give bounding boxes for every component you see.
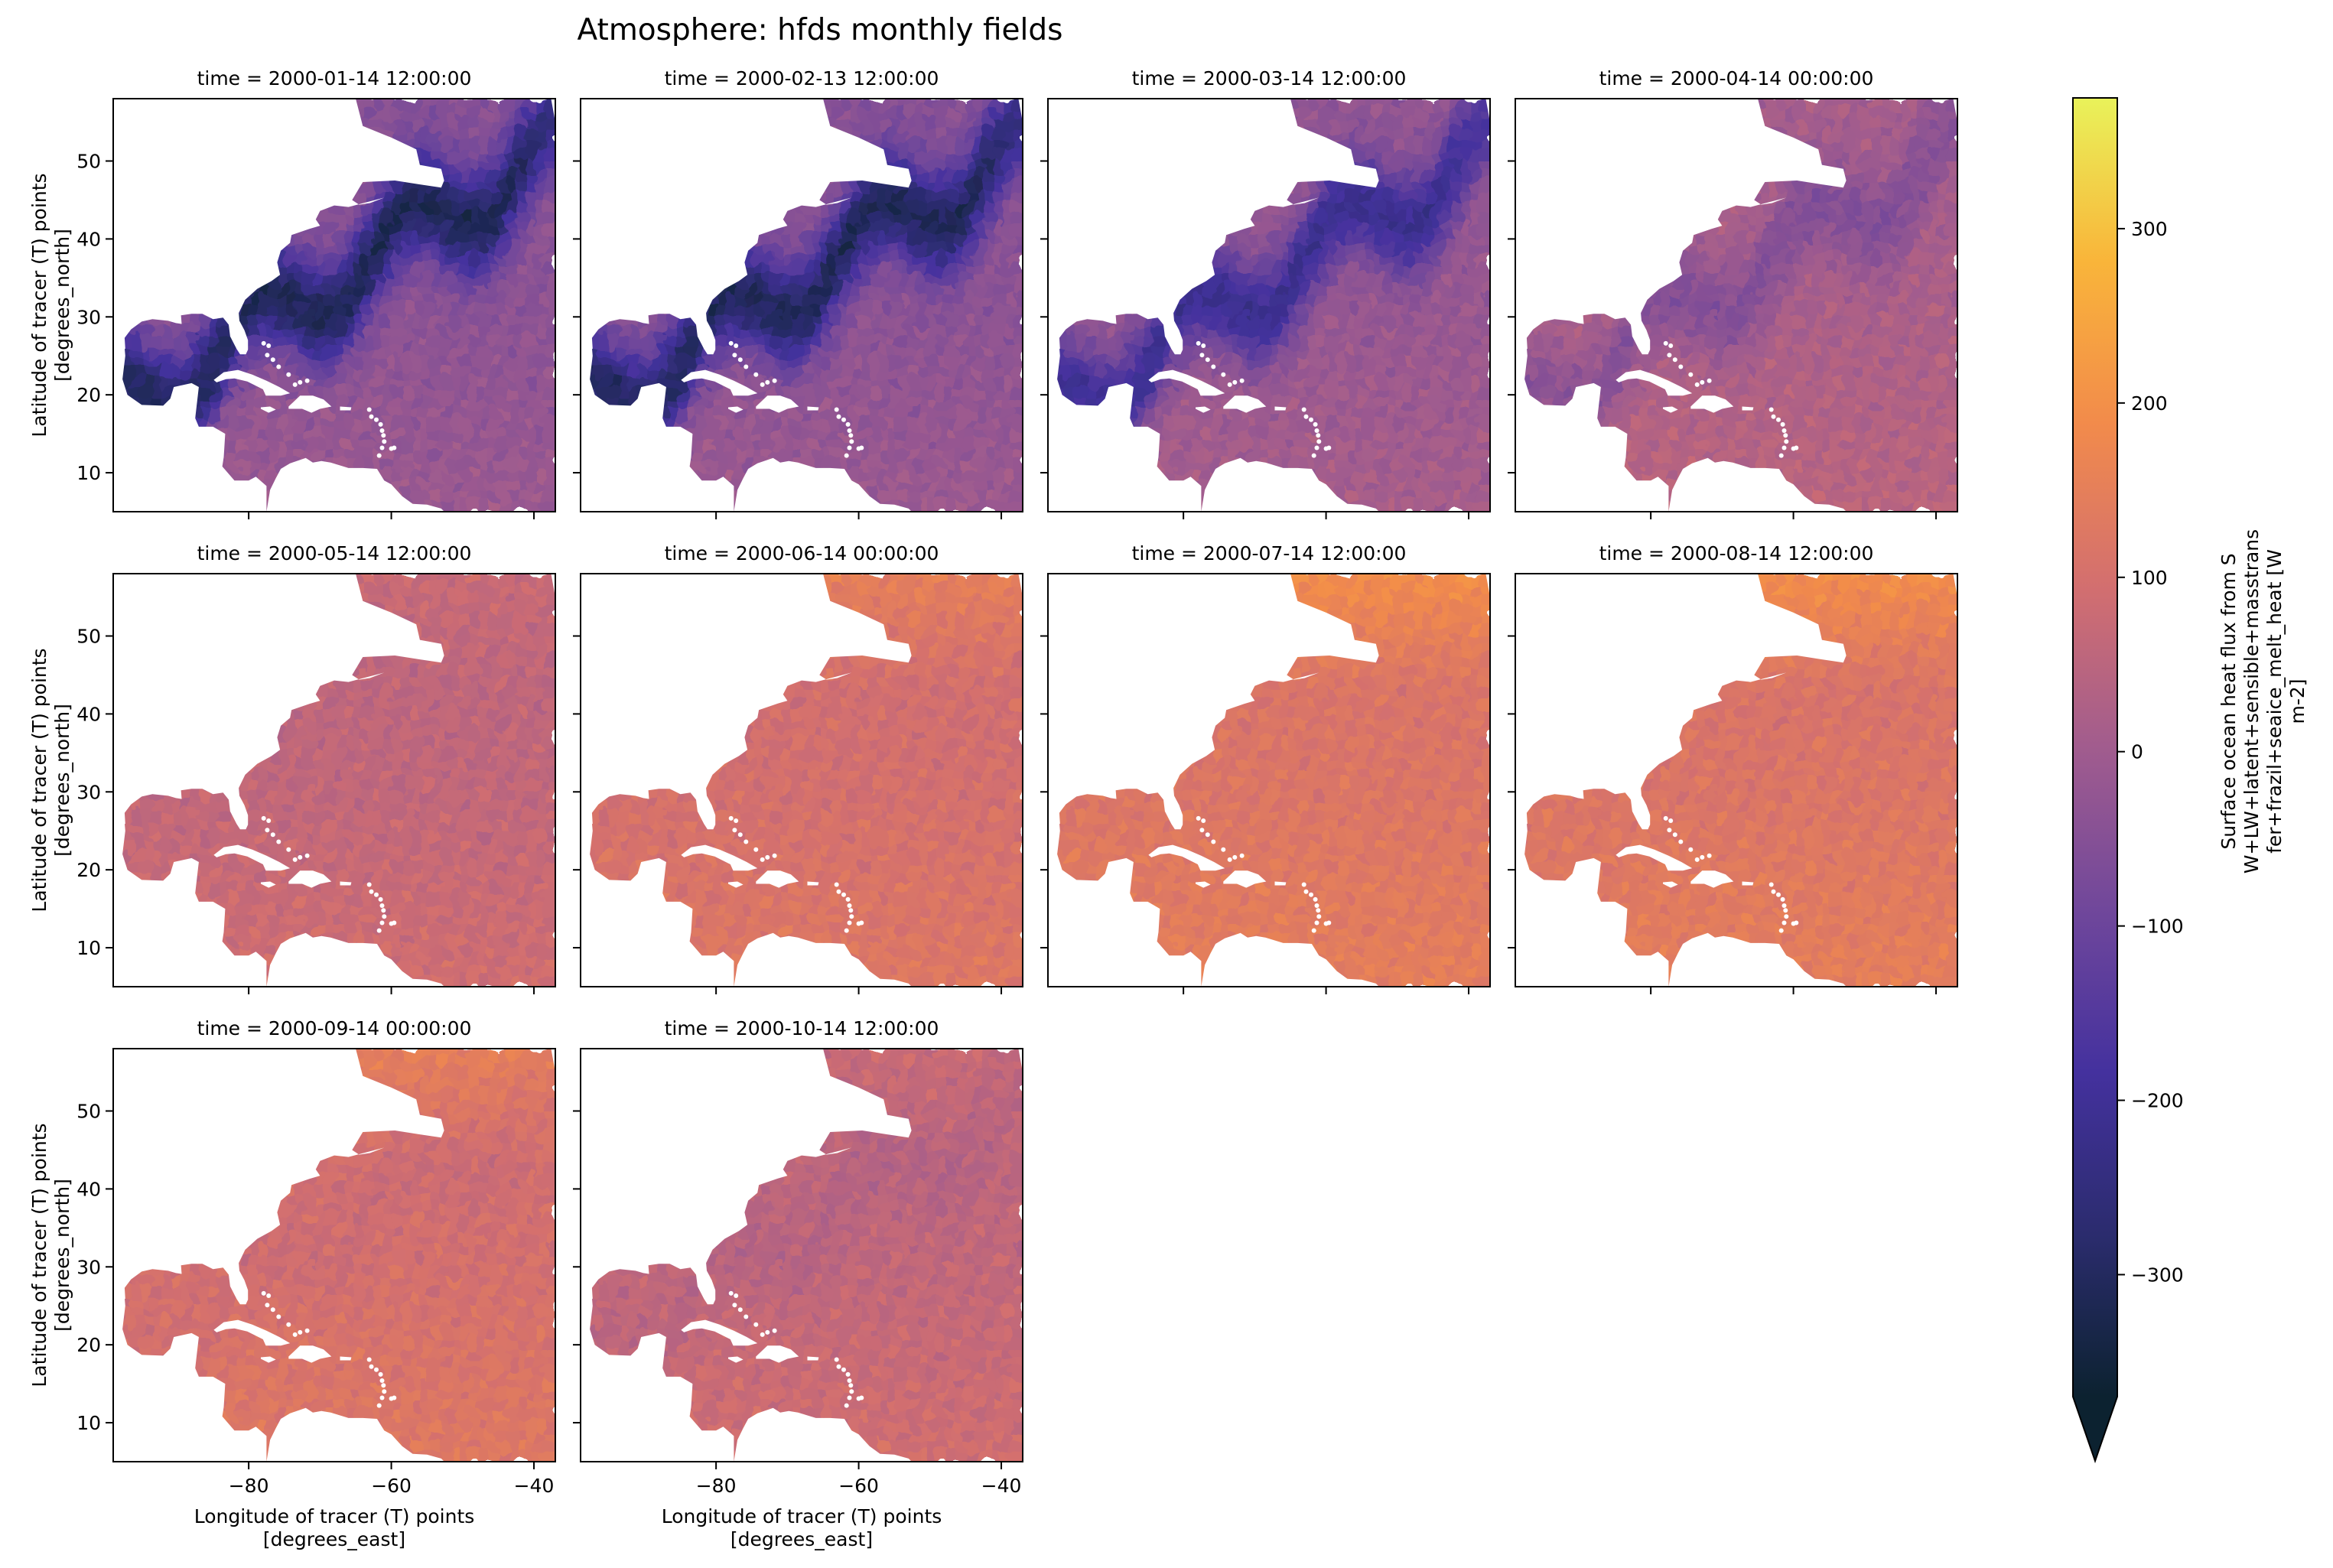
- y-tick-label: 20: [76, 384, 101, 406]
- x-tick-label: −80: [696, 1475, 737, 1497]
- panel-frame: [112, 1048, 556, 1462]
- panels-layer: time = 2000-01-14 12:00:00 10 20 30 40 50 Lati…: [28, 67, 1958, 1550]
- panel-map-3: [1048, 99, 1490, 512]
- colorbar-tick-label: 200: [2131, 392, 2168, 415]
- x-tick-label: −40: [981, 1475, 1022, 1497]
- panel-7: time = 2000-07-14 12:00:00: [1040, 542, 1491, 994]
- figure-title: Atmosphere: hfds monthly fields: [578, 13, 1063, 47]
- panel-title: time = 2000-02-13 12:00:00: [665, 67, 939, 89]
- land-mask: [581, 99, 1023, 512]
- panel-title: time = 2000-04-14 00:00:00: [1599, 67, 1874, 89]
- land-mask: [1048, 574, 1490, 987]
- y-axis-label: Latitude of tracer (T) points: [28, 648, 50, 912]
- colorbar-extend-arrow: [2073, 1397, 2117, 1461]
- panel-map-8: [1515, 574, 1957, 987]
- colorbar: −300 −200 −100 0 100 200 300 Surface ocean heat…: [2072, 97, 2309, 1464]
- colorbar-tick-label: −300: [2131, 1264, 2184, 1286]
- x-tick-label: −60: [371, 1475, 412, 1497]
- land-mask: [581, 1049, 1023, 1462]
- panel-map-4: [1515, 99, 1957, 512]
- panel-map-1: [113, 99, 555, 512]
- y-tick-label: 10: [76, 937, 101, 959]
- land-mask: [113, 574, 555, 987]
- x-axis-units: [degrees_east]: [263, 1528, 405, 1550]
- colorbar-label-line: Surface ocean heat flux from S: [2217, 553, 2240, 849]
- panel-map-2: [581, 99, 1023, 512]
- panel-frame: [1515, 98, 1958, 512]
- panel-6: time = 2000-06-14 00:00:00: [573, 542, 1023, 994]
- y-axis-units: [degrees_north]: [51, 704, 73, 857]
- colorbar-label-line: fer+frazil+seaice_melt_heat [W: [2263, 549, 2286, 854]
- y-tick-label: 50: [76, 1101, 101, 1123]
- x-axis-label: Longitude of tracer (T) points: [194, 1505, 475, 1527]
- panel-title: time = 2000-07-14 12:00:00: [1132, 542, 1407, 564]
- panel-map-9: [113, 1049, 555, 1462]
- y-tick-label: 40: [76, 703, 101, 725]
- y-tick-label: 10: [76, 1412, 101, 1434]
- land-mask: [113, 1049, 555, 1462]
- colorbar-tick-label: −100: [2131, 916, 2184, 938]
- panel-2: time = 2000-02-13 12:00:00: [573, 67, 1023, 519]
- panel-10: time = 2000-10-14 12:00:00 −80 −60 −40 Longi…: [573, 1017, 1023, 1550]
- x-tick-label: −80: [229, 1475, 269, 1497]
- colorbar-tick-label: 300: [2131, 218, 2168, 240]
- panel-8: time = 2000-08-14 12:00:00: [1508, 542, 1958, 994]
- x-axis-units: [degrees_east]: [730, 1528, 873, 1550]
- panel-map-6: [581, 574, 1023, 987]
- colorbar-tick-label: 0: [2131, 741, 2143, 763]
- panel-map-10: [581, 1049, 1023, 1462]
- panel-3: time = 2000-03-14 12:00:00: [1040, 67, 1491, 519]
- land-mask: [113, 99, 555, 512]
- y-tick-label: 10: [76, 462, 101, 484]
- y-tick-label: 20: [76, 859, 101, 881]
- panel-5: time = 2000-05-14 12:00:00 10 20 30 40 50 Lati…: [28, 542, 556, 994]
- panel-title: time = 2000-03-14 12:00:00: [1132, 67, 1407, 89]
- y-tick-label: 30: [76, 1256, 101, 1278]
- y-tick-label: 40: [76, 1178, 101, 1200]
- panel-frame: [1047, 98, 1491, 512]
- panel-title: time = 2000-10-14 12:00:00: [665, 1017, 939, 1039]
- colorbar-label-line: W+LW+latent+sensible+masstrans: [2240, 529, 2263, 873]
- panel-frame: [580, 573, 1023, 987]
- panel-title: time = 2000-08-14 12:00:00: [1599, 542, 1874, 564]
- colorbar-tick-label: −200: [2131, 1090, 2184, 1112]
- y-axis-units: [degrees_north]: [51, 1179, 73, 1332]
- y-axis-label: Latitude of tracer (T) points: [28, 1123, 50, 1387]
- panel-map-7: [1048, 574, 1490, 987]
- panel-frame: [1047, 573, 1491, 987]
- y-tick-label: 30: [76, 306, 101, 328]
- land-mask: [1515, 99, 1957, 512]
- y-axis-label: Latitude of tracer (T) points: [28, 173, 50, 437]
- panel-frame: [112, 573, 556, 987]
- colorbar-tick-label: 100: [2131, 567, 2168, 589]
- colorbar-gradient: [2073, 98, 2117, 1397]
- panel-title: time = 2000-01-14 12:00:00: [197, 67, 472, 89]
- panel-4: time = 2000-04-14 00:00:00: [1508, 67, 1958, 519]
- panel-title: time = 2000-09-14 00:00:00: [197, 1017, 472, 1039]
- panel-frame: [580, 98, 1023, 512]
- panel-9: time = 2000-09-14 00:00:00 10 20 30 40 50 −80 −…: [28, 1017, 556, 1550]
- y-axis-units: [degrees_north]: [51, 229, 73, 382]
- panel-frame: [112, 98, 556, 512]
- y-tick-label: 50: [76, 151, 101, 173]
- y-tick-label: 50: [76, 626, 101, 648]
- x-axis-label: Longitude of tracer (T) points: [662, 1505, 942, 1527]
- land-mask: [1048, 99, 1490, 512]
- panel-map-5: [113, 574, 555, 987]
- colorbar-label-line: m-2]: [2286, 678, 2309, 724]
- panel-title: time = 2000-05-14 12:00:00: [197, 542, 472, 564]
- y-tick-label: 40: [76, 228, 101, 250]
- panel-1: time = 2000-01-14 12:00:00 10 20 30 40 50 Lati…: [28, 67, 556, 519]
- panel-frame: [580, 1048, 1023, 1462]
- x-tick-label: −40: [514, 1475, 555, 1497]
- y-tick-label: 20: [76, 1334, 101, 1356]
- y-tick-label: 30: [76, 781, 101, 803]
- colorbar-outline: [2072, 97, 2118, 1464]
- land-mask: [581, 574, 1023, 987]
- land-mask: [1515, 574, 1957, 987]
- x-tick-label: −60: [838, 1475, 879, 1497]
- panel-frame: [1515, 573, 1958, 987]
- panel-title: time = 2000-06-14 00:00:00: [665, 542, 939, 564]
